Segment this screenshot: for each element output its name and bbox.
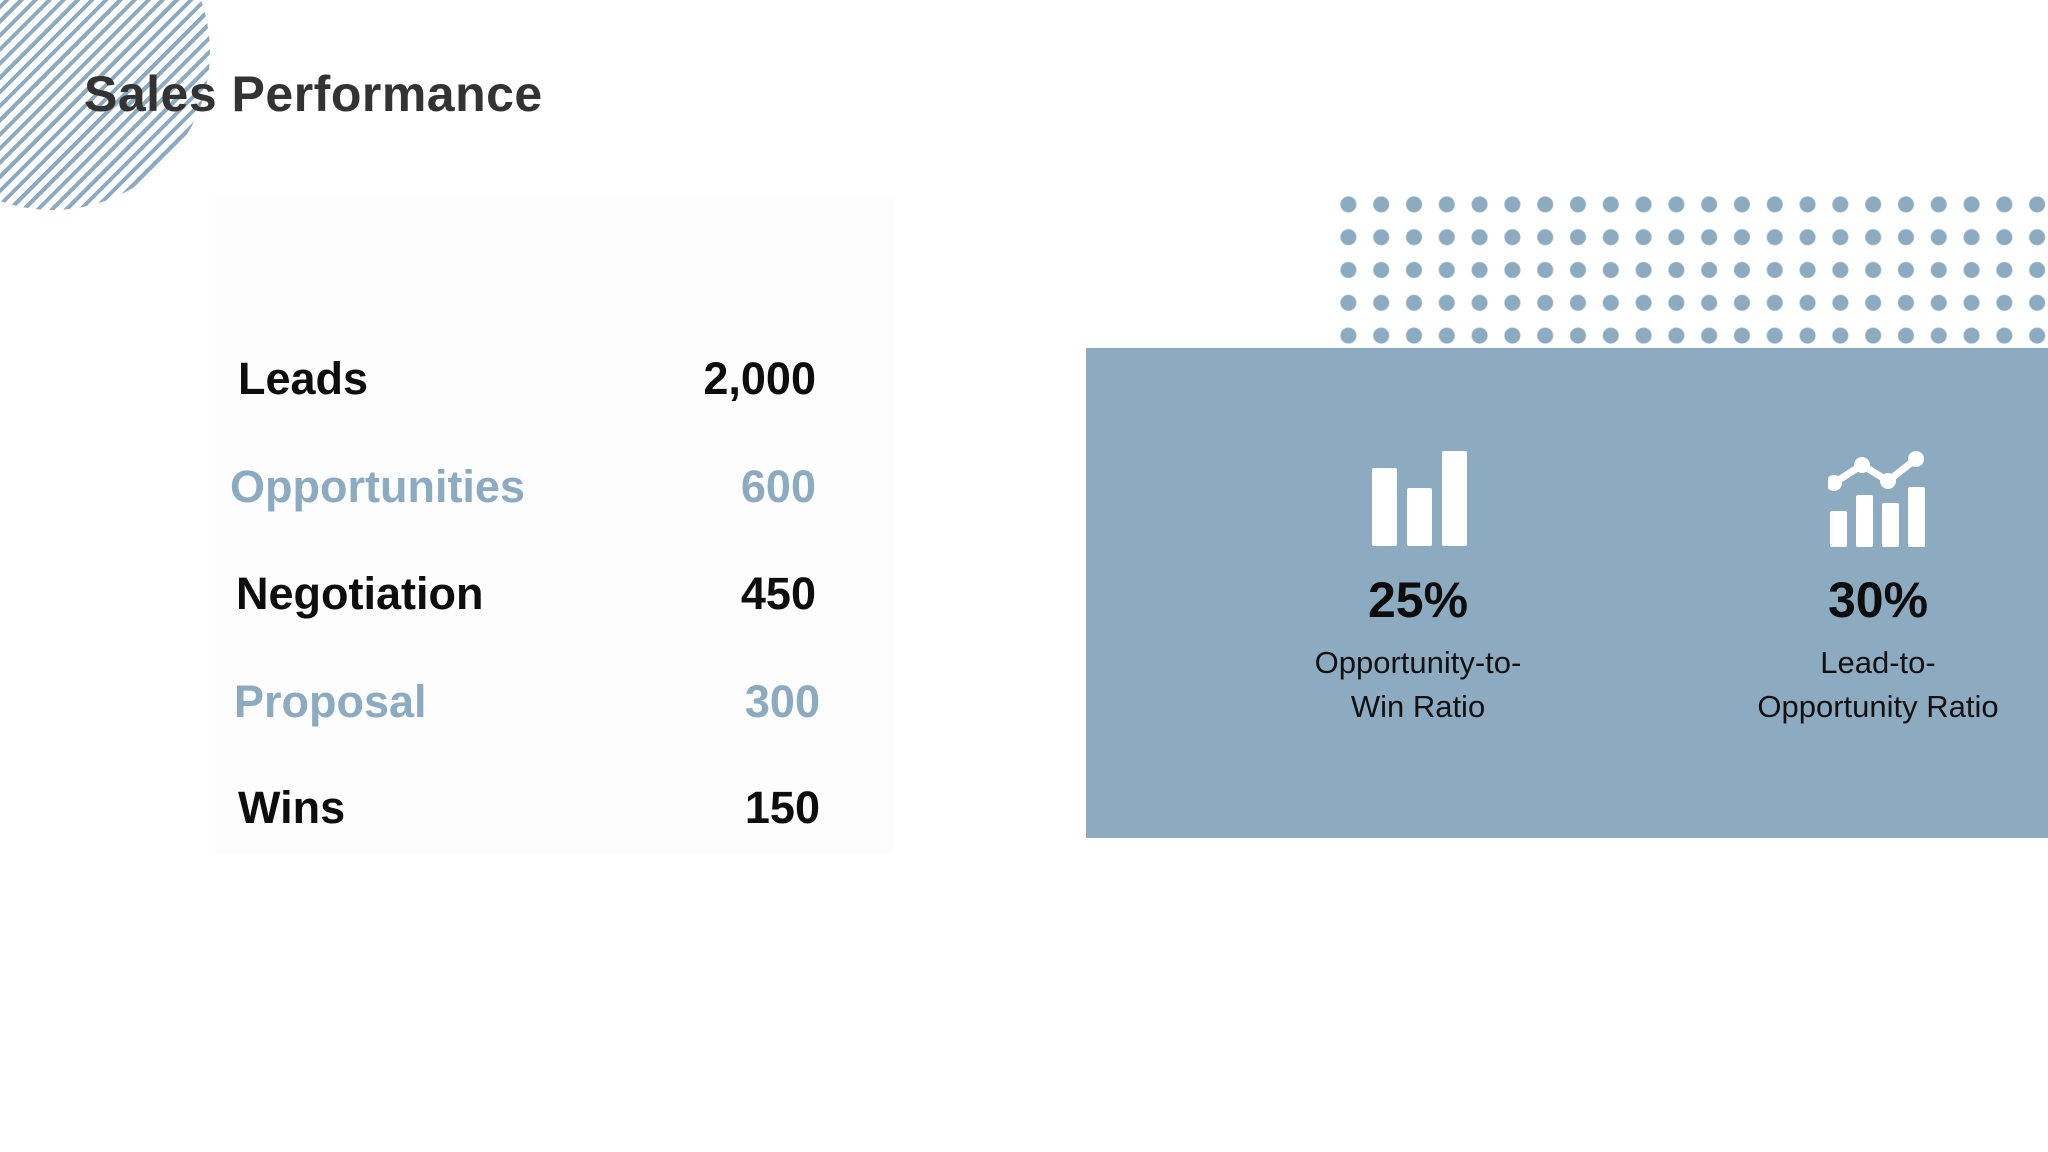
metric-value: 450: [740, 568, 816, 619]
kpi-caption: Opportunity-to- Win Ratio: [1238, 641, 1598, 729]
kpi-card-lead-to-opportunity: 30% Lead-to- Opportunity Ratio: [1698, 348, 2048, 838]
kpi-caption-line: Opportunity Ratio: [1757, 689, 1999, 724]
dot-pattern-decoration: [1332, 188, 2048, 354]
kpi-card-opportunity-to-win: 25% Opportunity-to- Win Ratio: [1238, 348, 1598, 838]
metric-label: Wins: [238, 782, 346, 833]
page-title: Sales Performance: [84, 66, 543, 122]
kpi-caption-line: Win Ratio: [1350, 689, 1486, 724]
metric-value: 600: [740, 461, 816, 512]
metrics-panel-background: [215, 195, 895, 855]
kpi-value: 25%: [1367, 572, 1469, 628]
kpi-caption: Lead-to- Opportunity Ratio: [1698, 641, 2048, 729]
metric-label: Opportunities: [230, 461, 525, 512]
metric-value: 150: [744, 782, 820, 833]
metric-value: 300: [744, 676, 820, 727]
metric-label: Negotiation: [236, 568, 484, 619]
kpi-value: 30%: [1827, 572, 1929, 628]
metric-label: Leads: [238, 353, 369, 404]
bar-chart-icon: [1372, 451, 1467, 546]
kpi-caption-line: Lead-to-: [1820, 645, 1936, 680]
metric-label: Proposal: [234, 676, 427, 727]
kpi-caption-line: Opportunity-to-: [1314, 645, 1522, 680]
kpi-panel: 25% Opportunity-to- Win Ratio 30% Lead-t…: [1086, 348, 2048, 838]
metric-value: 2,000: [703, 353, 816, 404]
growth-chart-icon: [1828, 451, 1925, 547]
